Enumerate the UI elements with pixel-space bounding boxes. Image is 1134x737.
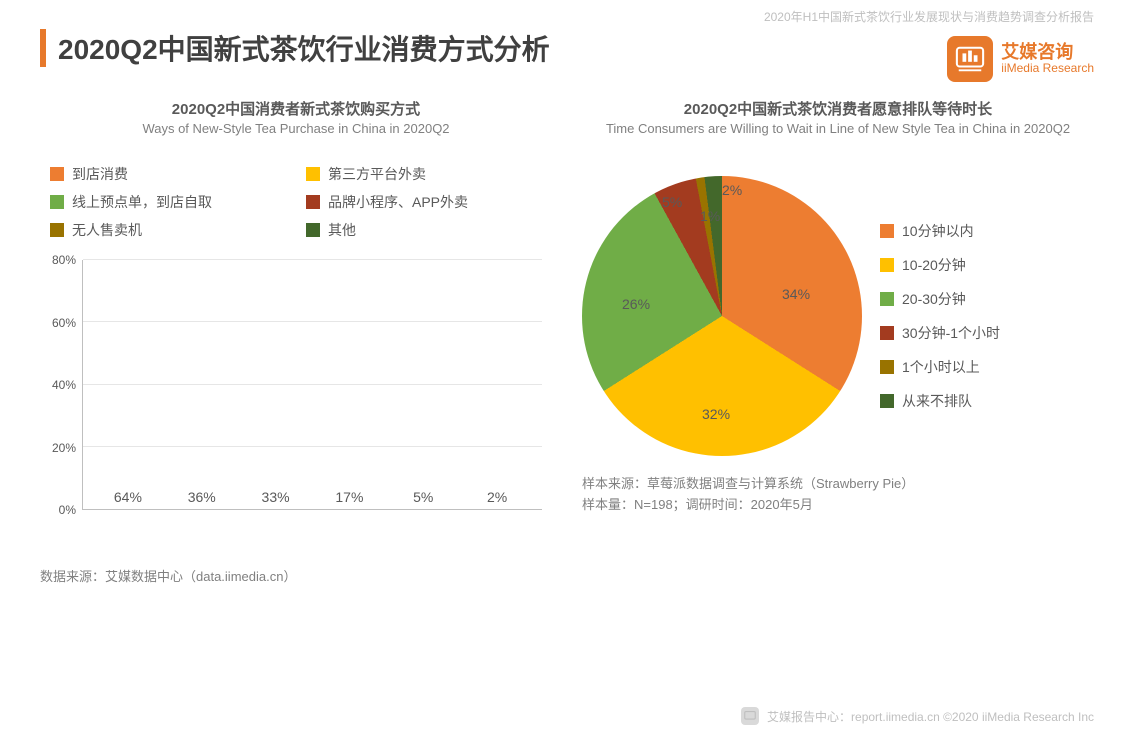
bar-chart-legend: 到店消费 第三方平台外卖线上预点单，到店自取 品牌小程序、APP外卖无人售卖机 其他 xyxy=(50,164,542,240)
legend-item: 10分钟以内 xyxy=(880,221,1000,241)
legend-item: 品牌小程序、APP外卖 xyxy=(306,192,542,212)
footer: 艾媒报告中心：report.iimedia.cn ©2020 iiMedia R… xyxy=(741,707,1094,725)
legend-item: 到店消费 xyxy=(50,164,286,184)
footnote-line: 样本量：N=198；调研时间：2020年5月 xyxy=(582,495,1094,516)
legend-label: 30分钟-1个小时 xyxy=(902,323,1000,343)
legend-swatch xyxy=(306,223,320,237)
legend-label: 10-20分钟 xyxy=(902,255,966,275)
legend-item: 30分钟-1个小时 xyxy=(880,323,1000,343)
footer-text: 艾媒报告中心：report.iimedia.cn ©2020 iiMedia R… xyxy=(767,708,1094,725)
bar-chart-y-axis: 0%20%40%60%80% xyxy=(40,260,82,510)
pie-slice-label: 32% xyxy=(702,406,730,422)
grid-line xyxy=(83,384,542,385)
bar-value-label: 17% xyxy=(335,489,363,505)
pie-chart-title-en: Time Consumers are Willing to Wait in Li… xyxy=(582,121,1094,136)
bar-value-label: 2% xyxy=(487,489,507,505)
header: 2020年H1中国新式茶饮行业发展现状与消费趋势调查分析报告 2020Q2中国新… xyxy=(0,0,1134,68)
brand-name-en: iiMedia Research xyxy=(1001,62,1094,76)
bar-wrap: 64% xyxy=(91,489,165,509)
brand-logo-icon xyxy=(947,36,993,82)
page-title: 2020Q2中国新式茶饮行业消费方式分析 xyxy=(58,28,550,68)
legend-item: 从来不排队 xyxy=(880,391,1000,411)
bar-value-label: 33% xyxy=(262,489,290,505)
pie-chart-title-cn: 2020Q2中国新式茶饮消费者愿意排队等待时长 xyxy=(582,98,1094,119)
legend-swatch xyxy=(880,224,894,238)
bar-chart-column: 2020Q2中国消费者新式茶饮购买方式 Ways of New-Style Te… xyxy=(40,98,552,585)
pie-slice-label: 26% xyxy=(622,296,650,312)
brand-logo-text: 艾媒咨询 iiMedia Research xyxy=(1001,42,1094,76)
bar-wrap: 2% xyxy=(460,489,534,509)
bar-value-label: 36% xyxy=(188,489,216,505)
legend-swatch xyxy=(880,326,894,340)
legend-label: 品牌小程序、APP外卖 xyxy=(328,192,468,212)
pie-slice-label: 1% xyxy=(700,208,720,224)
legend-label: 到店消费 xyxy=(72,164,128,184)
brand-name-cn: 艾媒咨询 xyxy=(1001,42,1094,63)
bar-wrap: 36% xyxy=(165,489,239,509)
legend-swatch xyxy=(880,394,894,408)
y-tick: 80% xyxy=(52,253,76,267)
legend-label: 其他 xyxy=(328,220,356,240)
legend-item: 20-30分钟 xyxy=(880,289,1000,309)
bar-chart-source: 数据来源：艾媒数据中心（data.iimedia.cn） xyxy=(40,566,552,585)
bar-wrap: 5% xyxy=(386,489,460,509)
report-series-note: 2020年H1中国新式茶饮行业发展现状与消费趋势调查分析报告 xyxy=(764,8,1094,25)
legend-item: 1个小时以上 xyxy=(880,357,1000,377)
pie-chart-column: 2020Q2中国新式茶饮消费者愿意排队等待时长 Time Consumers a… xyxy=(582,98,1094,585)
title-wrap: 2020Q2中国新式茶饮行业消费方式分析 xyxy=(40,28,1094,68)
brand-logo: 艾媒咨询 iiMedia Research xyxy=(947,36,1094,82)
bar-value-label: 64% xyxy=(114,489,142,505)
legend-swatch xyxy=(50,195,64,209)
grid-line xyxy=(83,321,542,322)
pie-chart-legend: 10分钟以内 10-20分钟 20-30分钟 30分钟-1个小时 1个小时以上从来不排队 xyxy=(880,221,1000,411)
legend-swatch xyxy=(306,195,320,209)
content: 2020Q2中国消费者新式茶饮购买方式 Ways of New-Style Te… xyxy=(0,68,1134,585)
y-tick: 20% xyxy=(52,441,76,455)
bar-chart-title-cn: 2020Q2中国消费者新式茶饮购买方式 xyxy=(40,98,552,119)
legend-label: 从来不排队 xyxy=(902,391,972,411)
legend-swatch xyxy=(50,167,64,181)
legend-label: 无人售卖机 xyxy=(72,220,142,240)
bar-wrap: 33% xyxy=(239,489,313,509)
pie-chart-area: 34% 32% 26% 5% 1%2% 10分钟以内 10-20分钟 20-30分钟 30分钟… xyxy=(582,176,1094,456)
legend-swatch xyxy=(880,360,894,374)
grid-line xyxy=(83,446,542,447)
legend-swatch xyxy=(306,167,320,181)
bar-chart-title-en: Ways of New-Style Tea Purchase in China … xyxy=(40,121,552,136)
legend-swatch xyxy=(50,223,64,237)
bar-chart-bars: 64% 36% 33% 17% 5% 2% xyxy=(83,260,542,509)
legend-item: 其他 xyxy=(306,220,542,240)
legend-item: 线上预点单，到店自取 xyxy=(50,192,286,212)
y-tick: 60% xyxy=(52,316,76,330)
footnote-line: 样本来源：草莓派数据调查与计算系统（Strawberry Pie） xyxy=(582,474,1094,495)
grid-line xyxy=(83,259,542,260)
y-tick: 0% xyxy=(59,503,76,517)
bar-chart: 0%20%40%60%80% 64%36%33%17%5%2% xyxy=(40,260,552,540)
bar-chart-plot: 64% 36% 33% 17% 5% 2% xyxy=(82,260,542,510)
pie-chart-footnote: 样本来源：草莓派数据调查与计算系统（Strawberry Pie） 样本量：N=… xyxy=(582,474,1094,516)
legend-item: 无人售卖机 xyxy=(50,220,286,240)
legend-label: 线上预点单，到店自取 xyxy=(72,192,212,212)
bar-value-label: 5% xyxy=(413,489,433,505)
pie-slice-label: 34% xyxy=(782,286,810,302)
pie-slice-label: 2% xyxy=(722,182,742,198)
footer-logo-icon xyxy=(741,707,759,725)
pie-slice-label: 5% xyxy=(662,194,682,210)
legend-label: 20-30分钟 xyxy=(902,289,966,309)
title-accent-bar xyxy=(40,29,46,67)
y-tick: 40% xyxy=(52,378,76,392)
legend-swatch xyxy=(880,258,894,272)
legend-label: 第三方平台外卖 xyxy=(328,164,426,184)
bar-wrap: 17% xyxy=(312,489,386,509)
legend-item: 第三方平台外卖 xyxy=(306,164,542,184)
pie-chart: 34% 32% 26% 5% 1%2% xyxy=(582,176,862,456)
legend-label: 10分钟以内 xyxy=(902,221,974,241)
legend-swatch xyxy=(880,292,894,306)
legend-label: 1个小时以上 xyxy=(902,357,980,377)
legend-item: 10-20分钟 xyxy=(880,255,1000,275)
